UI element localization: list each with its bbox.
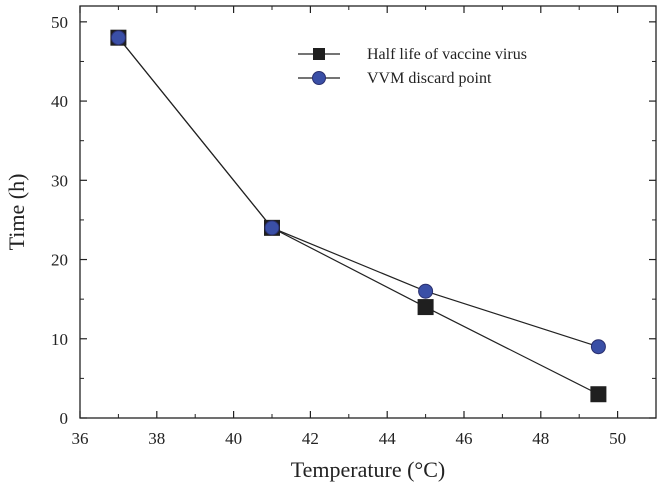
- x-tick-label: 46: [456, 429, 473, 448]
- y-tick-label: 30: [51, 171, 68, 190]
- y-tick-label: 20: [51, 251, 68, 270]
- data-point-circle: [110, 30, 126, 46]
- data-point-square: [590, 386, 607, 403]
- legend-label-half-life: Half life of vaccine virus: [367, 46, 527, 63]
- x-tick-label: 38: [148, 429, 165, 448]
- x-tick-label: 36: [72, 429, 89, 448]
- x-tick-label: 48: [532, 429, 549, 448]
- legend-marker-vvm: [312, 71, 326, 85]
- x-tick-label: 42: [302, 429, 319, 448]
- x-tick-label: 40: [225, 429, 242, 448]
- y-axis-ticks: 0 10 20 30 40 50: [51, 13, 656, 428]
- y-tick-label: 40: [51, 92, 68, 111]
- x-axis-ticks: 36 38 40 42 44 46 48 50: [72, 6, 626, 448]
- x-tick-label: 44: [379, 429, 397, 448]
- y-tick-label: 0: [60, 409, 69, 428]
- series-line-1: [117, 37, 599, 348]
- y-axis-label: Time (h): [4, 174, 29, 251]
- legend-marker-half-life: [313, 48, 325, 60]
- x-axis-label: Temperature (°C): [291, 457, 445, 482]
- data-point-circle: [418, 283, 434, 299]
- series-line-0: [117, 37, 599, 395]
- y-tick-label: 10: [51, 330, 68, 349]
- y-tick-label: 50: [51, 13, 68, 32]
- legend-label-vvm: VVM discard point: [367, 70, 492, 87]
- plot-frame: [79, 5, 657, 419]
- data-point-square: [417, 299, 434, 316]
- data-point-circle: [264, 220, 280, 236]
- x-tick-label: 50: [609, 429, 626, 448]
- data-point-circle: [590, 339, 606, 355]
- legend: Half life of vaccine virus VVM discard p…: [298, 46, 527, 87]
- series-layer: [110, 29, 607, 403]
